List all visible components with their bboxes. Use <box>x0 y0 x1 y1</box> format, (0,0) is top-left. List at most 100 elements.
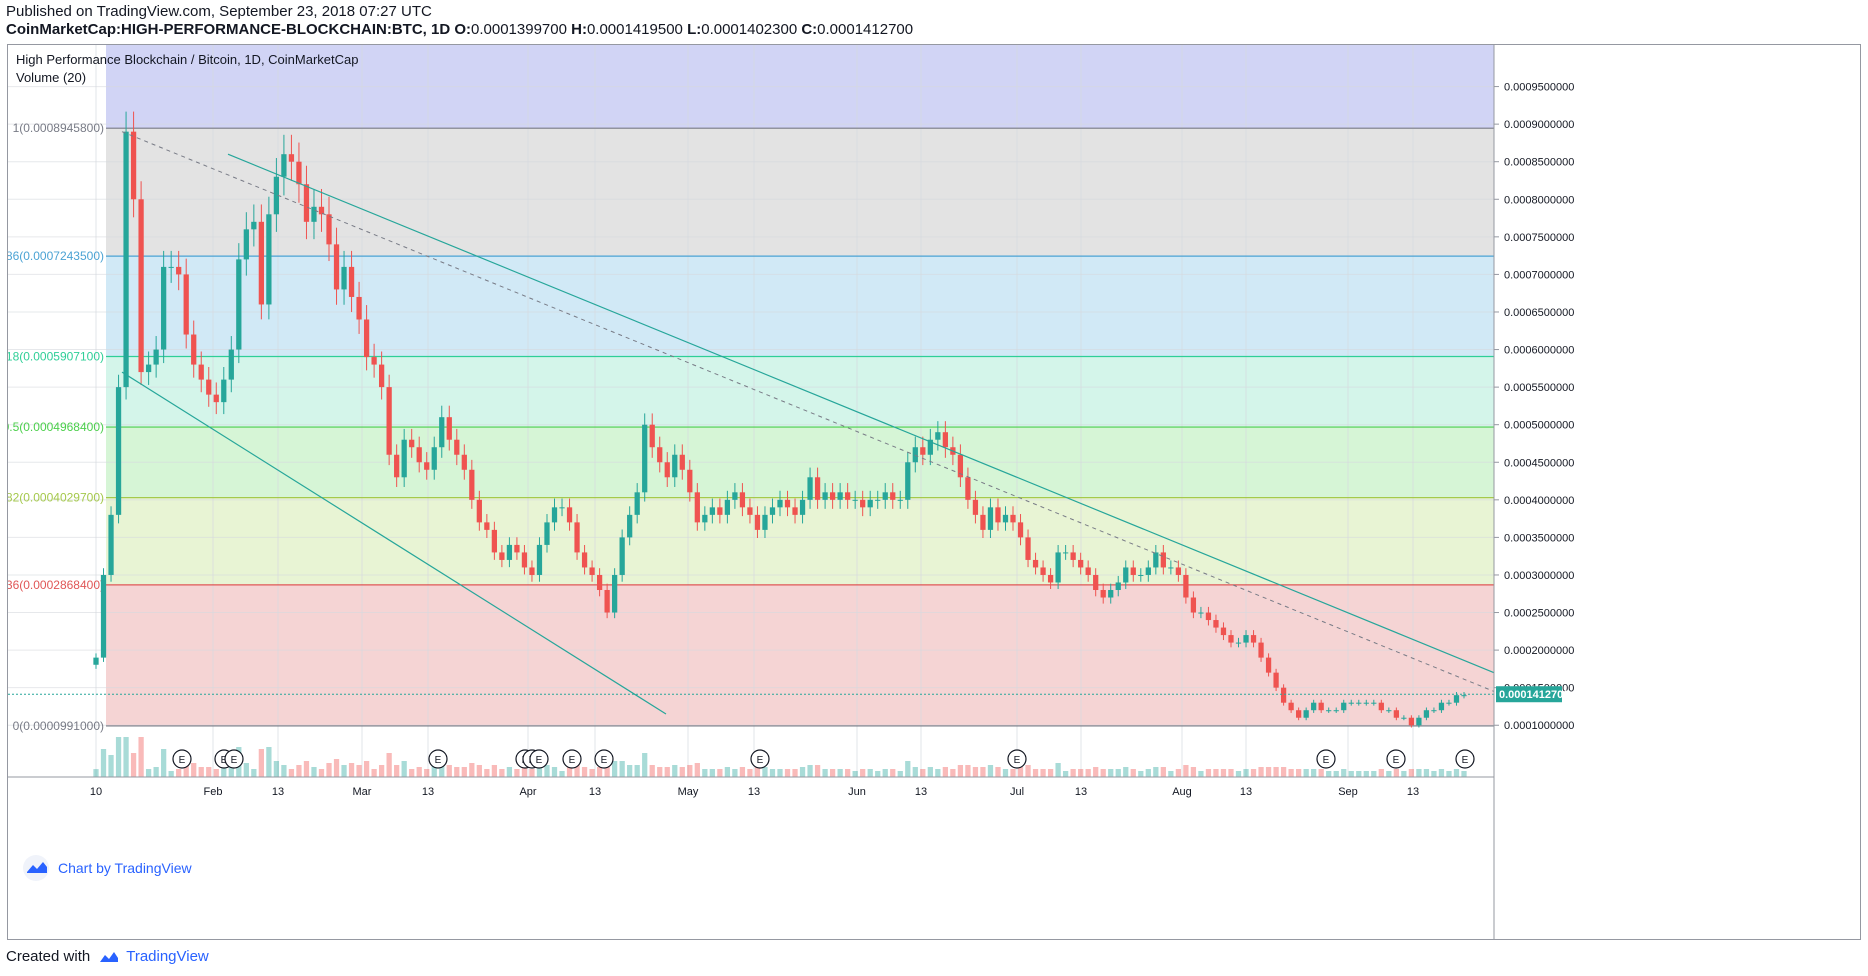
candle-body <box>657 447 663 463</box>
watermark-text: Chart by TradingView <box>58 860 192 876</box>
volume-bar <box>604 765 610 777</box>
earnings-marker-icon[interactable] <box>750 749 770 769</box>
earnings-marker-icon[interactable] <box>172 749 192 769</box>
volume-bar <box>1386 771 1392 777</box>
volume-bar <box>1032 769 1039 777</box>
candle-body <box>1040 567 1046 575</box>
candle-body <box>1363 702 1369 704</box>
chart-title: High Performance Blockchain / Bitcoin, 1… <box>16 52 358 67</box>
trendline-mid <box>121 131 1495 692</box>
volume-bar <box>1047 769 1054 777</box>
candle-body <box>905 462 911 500</box>
volume-bar <box>356 765 362 777</box>
volume-bar <box>747 769 753 777</box>
candle-body <box>829 492 836 500</box>
candle-body <box>1190 597 1197 613</box>
candle-body <box>506 544 513 560</box>
earnings-marker-icon[interactable] <box>594 749 614 769</box>
candle-body <box>679 454 685 470</box>
x-tick-label: 13 <box>589 786 601 798</box>
volume-bar <box>679 767 685 777</box>
earnings-marker-label: E <box>1014 755 1021 766</box>
candle-body <box>642 424 648 493</box>
y-tick-label: 0.0004000000 <box>1504 495 1574 507</box>
candle-body <box>348 266 355 297</box>
volume-bar <box>754 767 761 777</box>
volume-bar <box>882 769 888 777</box>
volume-bar <box>348 763 355 777</box>
volume-bar <box>551 767 558 777</box>
volume-bar <box>950 769 956 777</box>
candle-body <box>1348 702 1354 704</box>
candle-body <box>559 507 565 509</box>
candle-body <box>1378 702 1384 711</box>
volume-bar <box>1213 769 1219 777</box>
volume-bar <box>1363 771 1369 777</box>
earnings-marker-icon[interactable] <box>1386 749 1406 769</box>
volume-bar <box>521 767 528 777</box>
x-tick-label: Feb <box>204 786 223 798</box>
earnings-marker-icon[interactable] <box>428 749 448 769</box>
volume-bar <box>619 761 625 777</box>
candle-body <box>687 469 693 493</box>
volume-bar <box>649 765 655 777</box>
x-tick-label: 13 <box>422 786 434 798</box>
candle-body <box>845 492 851 500</box>
x-tick-label: 13 <box>1240 786 1252 798</box>
candle-body <box>792 507 798 515</box>
earnings-marker-label: E <box>757 755 764 766</box>
candle-body <box>416 447 422 463</box>
candle-body <box>1198 612 1204 614</box>
earnings-marker-icon[interactable] <box>1007 749 1027 769</box>
volume-bar <box>198 767 204 777</box>
candle-body <box>596 574 603 590</box>
candle-body <box>1085 567 1091 575</box>
candle-body <box>747 507 753 515</box>
x-tick-label: Apr <box>519 786 536 798</box>
candle-body <box>145 364 152 373</box>
candle-body <box>777 499 783 508</box>
candle-body <box>566 507 573 523</box>
earnings-marker-icon[interactable] <box>224 749 244 769</box>
tradingview-link[interactable]: TradingView <box>98 948 209 965</box>
volume-bar <box>1431 771 1437 777</box>
candle-body <box>694 492 700 523</box>
y-tick-label: 0.0008500000 <box>1504 157 1574 169</box>
candle-body <box>1010 514 1016 523</box>
volume-bar <box>1371 771 1377 777</box>
volume-bar <box>506 767 513 777</box>
volume-bar <box>100 749 107 777</box>
price-chart[interactable]: 1(0.0008945800) 86(0.0007243500) 18(0.0005… <box>3 45 1860 939</box>
candle-body <box>1183 574 1189 598</box>
volume-bar <box>243 763 249 777</box>
candle-body <box>1318 702 1324 711</box>
volume-bar <box>1130 769 1136 777</box>
earnings-marker-icon[interactable] <box>529 749 549 769</box>
volume-bar <box>108 755 114 777</box>
watermark: Chart by TradingView <box>23 855 192 881</box>
candle-body <box>424 462 430 470</box>
candle-body <box>108 514 114 575</box>
earnings-marker-icon[interactable] <box>562 749 582 769</box>
y-tick-label: 0.0002500000 <box>1504 608 1574 620</box>
candle-body <box>521 552 528 568</box>
candle-body <box>1446 702 1452 704</box>
tradingview-brand[interactable]: TradingView <box>126 948 209 965</box>
candle-body <box>176 266 182 275</box>
candle-body <box>1213 620 1219 628</box>
chart-frame[interactable]: 1(0.0008945800) 86(0.0007243500) 18(0.0005… <box>3 44 1861 940</box>
published-line: Published on TradingView.com, September … <box>6 3 432 20</box>
candle-body <box>972 499 979 515</box>
earnings-marker-icon[interactable] <box>1455 749 1475 769</box>
trendline-lower <box>121 371 667 715</box>
volume-bar <box>281 765 287 777</box>
candle-body <box>1461 695 1467 697</box>
tradingview-cloud-icon <box>100 951 119 962</box>
y-tick-label: 0.0007500000 <box>1504 232 1574 244</box>
candle-body <box>1138 574 1144 576</box>
volume-bar <box>867 769 873 777</box>
candle-body <box>544 522 550 545</box>
fib-band <box>106 128 1494 257</box>
earnings-marker-icon[interactable] <box>1316 749 1336 769</box>
candle-body <box>303 184 310 222</box>
